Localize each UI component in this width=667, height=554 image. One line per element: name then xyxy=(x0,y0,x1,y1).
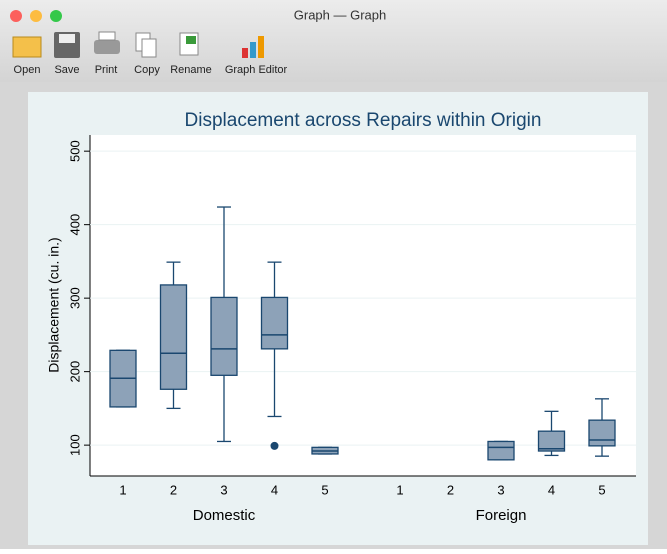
y-tick-label: 500 xyxy=(67,140,82,162)
box xyxy=(588,419,616,447)
toolbar-label: Rename xyxy=(170,64,212,76)
window-title: Graph — Graph xyxy=(294,7,387,22)
y-tick-label: 400 xyxy=(67,214,82,236)
toolbar-label: Save xyxy=(54,64,79,76)
close-button[interactable] xyxy=(10,10,22,22)
x-tick-label: 4 xyxy=(548,482,555,497)
y-tick-label: 300 xyxy=(67,287,82,309)
y-tick-label: 200 xyxy=(67,361,82,383)
x-tick-label: 5 xyxy=(598,482,605,497)
x-tick-label: 1 xyxy=(119,482,126,497)
group-label: Domestic xyxy=(193,507,256,524)
x-tick-label: 3 xyxy=(497,482,504,497)
box xyxy=(487,440,515,461)
toolbar-label: Print xyxy=(95,64,118,76)
group-label: Foreign xyxy=(476,507,527,524)
box xyxy=(210,296,238,376)
toolbar-icons xyxy=(12,31,264,58)
zoom-button[interactable] xyxy=(50,10,62,22)
box xyxy=(537,430,566,452)
x-tick-label: 2 xyxy=(170,482,177,497)
minimize-button[interactable] xyxy=(30,10,42,22)
x-tick-label: 3 xyxy=(220,482,227,497)
toolbar-label: Open xyxy=(14,64,41,76)
x-tick-label: 4 xyxy=(271,482,278,497)
x-tick-label: 5 xyxy=(321,482,328,497)
toolbar-label: Graph Editor xyxy=(225,64,288,76)
box xyxy=(260,296,289,350)
box xyxy=(159,284,188,390)
x-tick-label: 1 xyxy=(396,482,403,497)
toolbar-label: Copy xyxy=(134,64,160,76)
y-axis-label: Displacement (cu. in.) xyxy=(46,237,62,372)
chart-title: Displacement across Repairs within Origi… xyxy=(185,110,542,131)
y-tick-label: 100 xyxy=(67,434,82,456)
outlier xyxy=(270,441,279,450)
x-tick-label: 2 xyxy=(447,482,454,497)
